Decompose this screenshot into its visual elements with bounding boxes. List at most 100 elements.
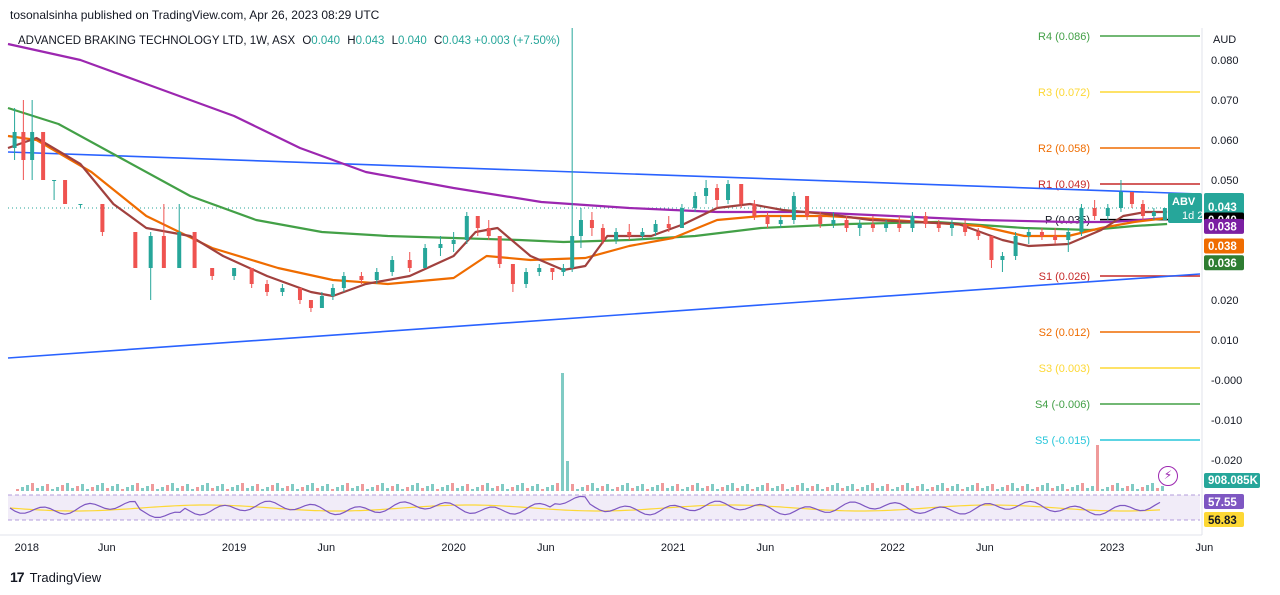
volume-bar [446,485,449,491]
volume-bar [646,489,649,491]
volume-bar [681,489,684,491]
volume-bar [336,487,339,491]
volume-bar [661,483,664,491]
volume-bar [141,488,144,491]
volume-bar [356,486,359,491]
volume-bar [451,483,454,491]
symbol-name: ADVANCED BRAKING TECHNOLOGY LTD, 1W, ASX [18,35,296,47]
volume-bar [906,483,909,491]
candle-body [390,260,395,272]
candle-body [232,268,237,276]
candle-body [963,224,968,232]
volume-bar [736,488,739,491]
volume-bar [776,486,779,491]
volume-bar [216,486,219,491]
candle-body [1000,256,1005,260]
volume-bar [1116,483,1119,491]
publisher-caption: tosonalsinha published on TradingView.co… [10,8,380,22]
rsi-label-bg [1204,512,1244,527]
volume-bar [956,484,959,491]
candle-body [1026,232,1031,236]
candle-body [614,232,619,240]
volume-bar [176,488,179,491]
open-key: O [302,35,312,47]
volume-bar [781,484,784,491]
volume-bar [811,486,814,491]
moving-average-line [7,106,1168,244]
volume-bar [651,487,654,491]
volume-bar [421,488,424,491]
volume-bar [306,485,309,491]
x-tick-label: 2021 [661,542,685,554]
candle-body [265,284,270,292]
candle-body [1013,236,1018,256]
candle-body [870,224,875,228]
x-tick-label: 2023 [1100,542,1124,554]
candle-body [341,276,346,288]
volume-bar [431,484,434,491]
pivot-label: S5 (-0.015) [1035,435,1090,447]
volume-bar [1031,489,1034,491]
volume-bar [886,484,889,491]
volume-bar [181,486,184,491]
rsi-label: 56.83 [1208,515,1237,527]
volume-bar [1081,483,1084,491]
volume-bar [86,489,89,491]
volume-bar [121,489,124,491]
volume-bar [491,488,494,491]
candle-body [949,224,954,228]
price-label-bg [1204,238,1244,254]
volume-bar [901,485,904,491]
brand-name: TradingView [29,569,102,585]
volume-bar [101,483,104,491]
candle-body [818,216,823,224]
volume-bar [851,484,854,491]
volume-bar [986,486,989,491]
pivot-label: S1 (0.026) [1039,271,1090,283]
symbol-tag-bg [1168,193,1202,223]
symbol-legend: ADVANCED BRAKING TECHNOLOGY LTD, 1W, ASX… [18,35,560,47]
pivot-label: R2 (0.058) [1038,143,1090,155]
volume-bar [786,489,789,491]
volume-bar [221,484,224,491]
volume-bar [1156,488,1159,491]
candle-body [550,268,555,272]
trendline-lower [7,273,1201,359]
candle-body [486,228,491,236]
volume-bar [521,483,524,491]
volume-bar [96,485,99,491]
volume-bar [846,486,849,491]
volume-bar [161,487,164,491]
candle-body [524,272,529,284]
y-tick-label: 0.010 [1211,335,1239,347]
volume-bar [751,489,754,491]
lightning-icon[interactable]: ⚡ [1158,466,1178,486]
volume-bar [696,483,699,491]
volume-bar [1126,486,1129,491]
volume-label: 908.085K [1208,475,1259,487]
volume-bar [586,485,589,491]
volume-bar [486,483,489,491]
candle-body [192,232,197,268]
volume-bar [926,489,929,491]
volume-bar [536,484,539,491]
volume-bar [481,485,484,491]
volume-bar [146,486,149,491]
candle-body [41,132,46,180]
moving-average-line [7,136,1168,298]
candle-body [21,132,26,160]
volume-bar [501,484,504,491]
volume-bar [931,487,934,491]
volume-bar [76,486,79,491]
volume-bar [341,485,344,491]
volume-bar [526,488,529,491]
candle-body [640,232,645,236]
pivot-label: S4 (-0.006) [1035,399,1090,411]
volume-bar [766,483,769,491]
volume-bar [656,485,659,491]
volume-bar [401,489,404,491]
low-value: 0.040 [397,35,427,47]
volume-bar [841,488,844,491]
volume-bar [616,487,619,491]
